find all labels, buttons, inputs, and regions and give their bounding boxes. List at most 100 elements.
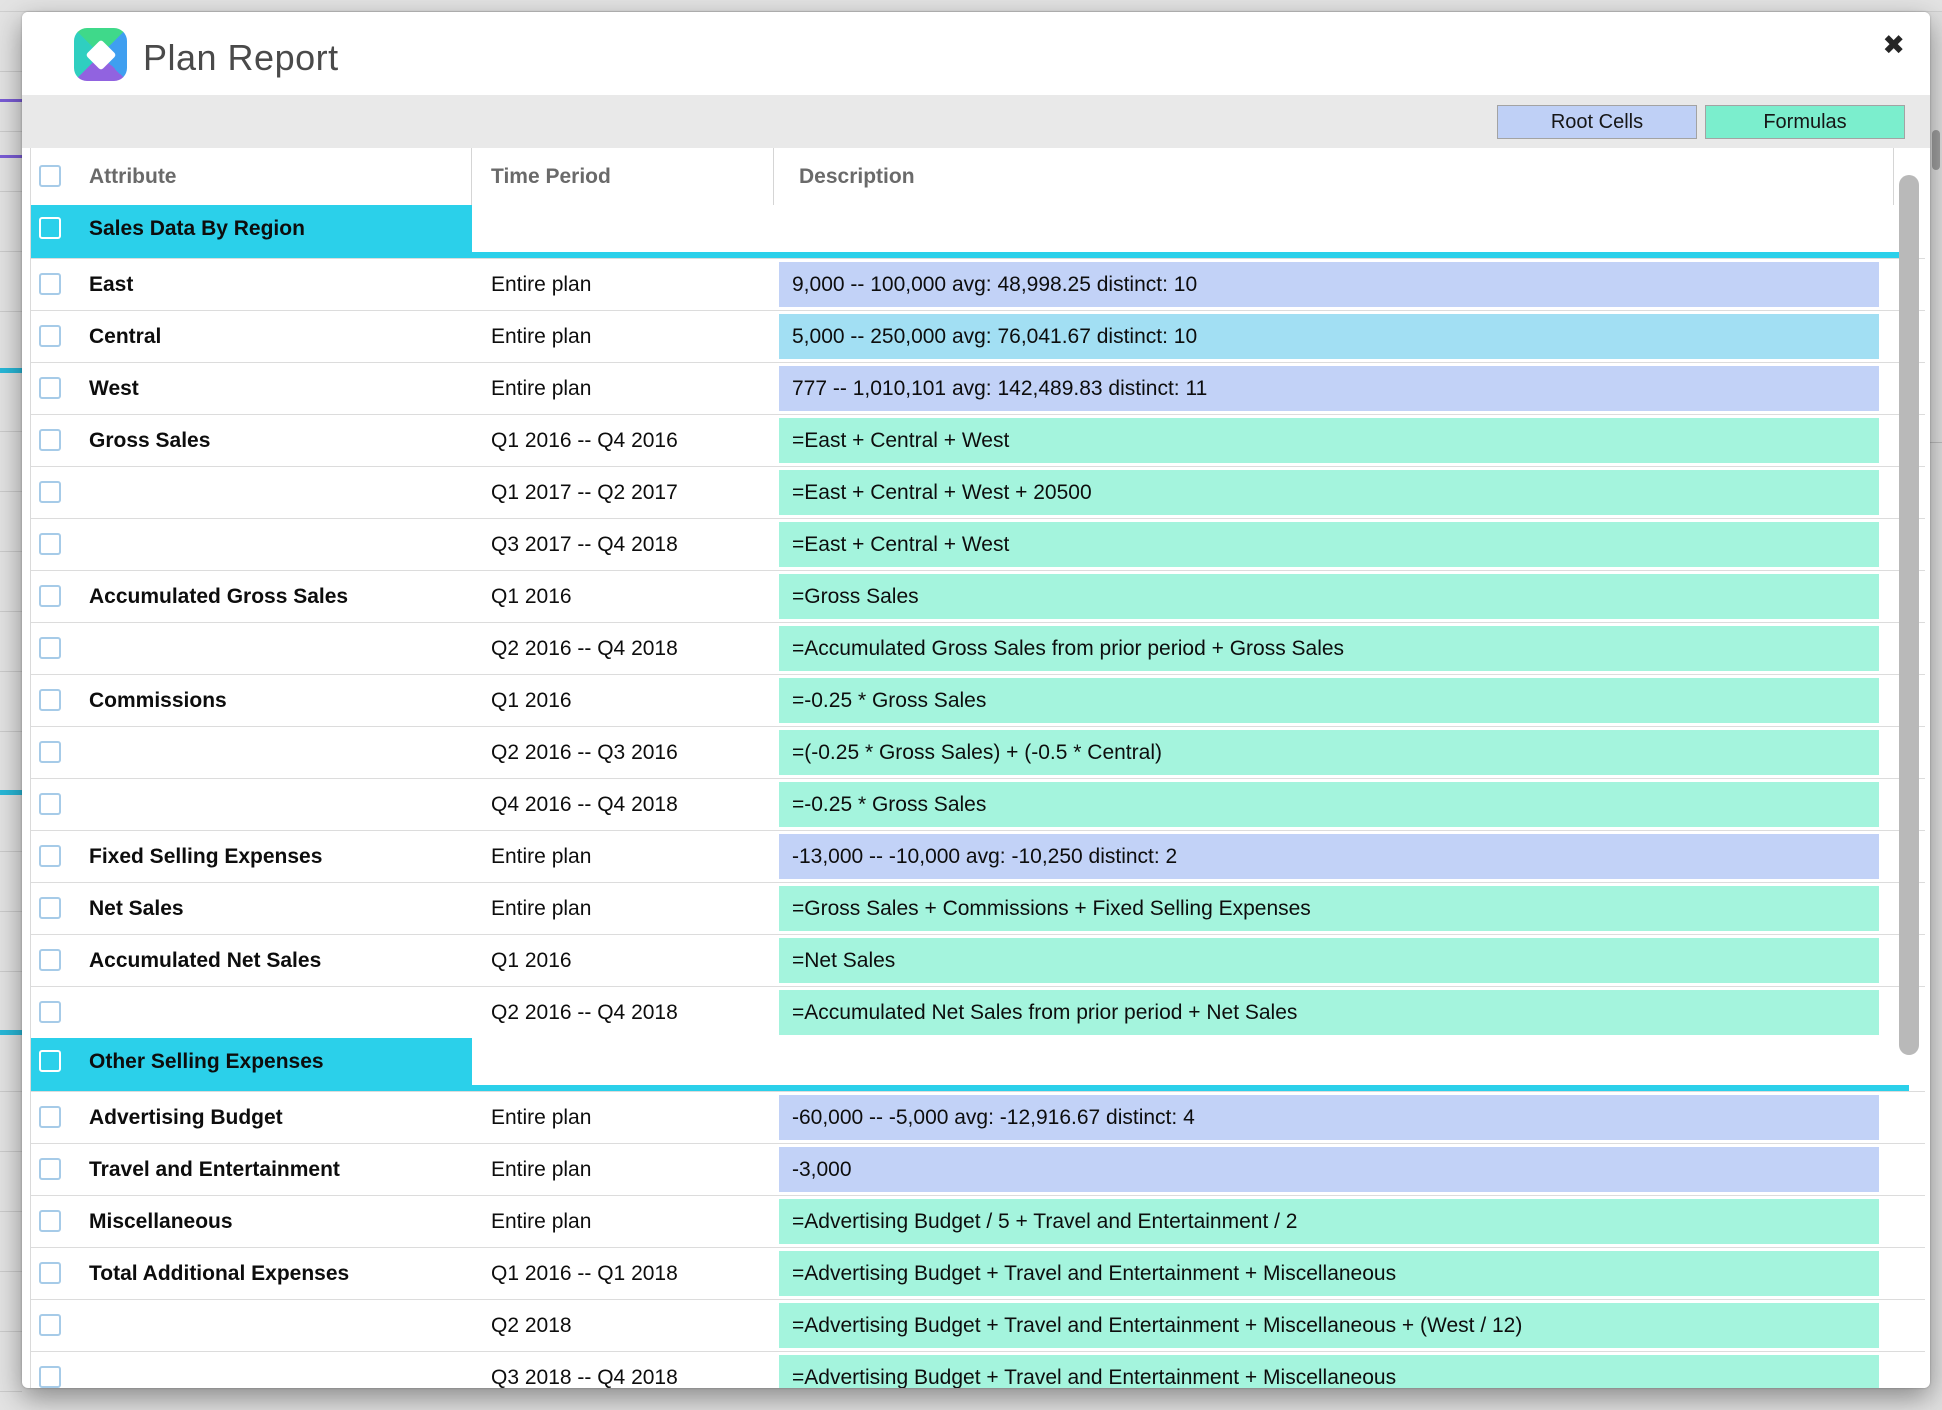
description-cell: =Net Sales (779, 938, 1879, 983)
table-row: Advertising Budget Entire plan -60,000 -… (31, 1091, 1925, 1143)
attribute-cell: Commissions (89, 689, 227, 712)
time-period-cell: Q3 2017 -- Q4 2018 (491, 533, 678, 556)
attribute-cell: Travel and Entertainment (89, 1158, 340, 1181)
background-divider (1930, 442, 1942, 443)
row-checkbox[interactable] (39, 1106, 61, 1128)
row-checkbox[interactable] (39, 429, 61, 451)
description-cell: =Accumulated Gross Sales from prior peri… (779, 626, 1879, 671)
table-row: Travel and Entertainment Entire plan -3,… (31, 1143, 1925, 1195)
table-row: East Entire plan 9,000 -- 100,000 avg: 4… (31, 258, 1925, 310)
row-checkbox[interactable] (39, 845, 61, 867)
description-cell: =East + Central + West (779, 418, 1879, 463)
row-checkbox[interactable] (39, 741, 61, 763)
section-highlight (31, 1038, 472, 1085)
time-period-cell: Entire plan (491, 325, 592, 348)
root-cells-button[interactable]: Root Cells (1497, 105, 1697, 139)
attribute-cell: Net Sales (89, 897, 184, 920)
dialog-titlebar: Plan Report ✖ (22, 12, 1930, 95)
table-body: Sales Data By Region East Entire plan 9,… (31, 205, 1925, 1388)
app-logo-icon (74, 28, 127, 81)
row-checkbox[interactable] (39, 481, 61, 503)
row-checkbox[interactable] (39, 533, 61, 555)
row-checkbox[interactable] (39, 585, 61, 607)
row-checkbox[interactable] (39, 1001, 61, 1023)
column-header-time-period: Time Period (491, 165, 611, 188)
table-row: Q3 2017 -- Q4 2018 =East + Central + Wes… (31, 518, 1925, 570)
background-scrollbar-thumb (1932, 130, 1940, 170)
section-title: Other Selling Expenses (89, 1050, 324, 1073)
time-period-cell: Q2 2018 (491, 1314, 572, 1337)
row-checkbox[interactable] (39, 1262, 61, 1284)
time-period-cell: Q1 2017 -- Q2 2017 (491, 481, 678, 504)
row-checkbox[interactable] (39, 1314, 61, 1336)
description-cell: =Accumulated Net Sales from prior period… (779, 990, 1879, 1035)
table-row: Q2 2016 -- Q4 2018 =Accumulated Net Sale… (31, 986, 1925, 1038)
description-cell: =Gross Sales + Commissions + Fixed Selli… (779, 886, 1879, 931)
table-row: Central Entire plan 5,000 -- 250,000 avg… (31, 310, 1925, 362)
row-checkbox[interactable] (39, 793, 61, 815)
row-checkbox[interactable] (39, 377, 61, 399)
section-checkbox[interactable] (39, 217, 61, 239)
description-cell: =-0.25 * Gross Sales (779, 678, 1879, 723)
row-checkbox[interactable] (39, 273, 61, 295)
table-row: Commissions Q1 2016 =-0.25 * Gross Sales (31, 674, 1925, 726)
row-checkbox[interactable] (39, 689, 61, 711)
table-row: Q2 2016 -- Q4 2018 =Accumulated Gross Sa… (31, 622, 1925, 674)
table-row: Net Sales Entire plan =Gross Sales + Com… (31, 882, 1925, 934)
description-cell: =East + Central + West + 20500 (779, 470, 1879, 515)
description-cell: =(-0.25 * Gross Sales) + (-0.5 * Central… (779, 730, 1879, 775)
background-top-seam (0, 11, 1942, 12)
row-checkbox[interactable] (39, 1158, 61, 1180)
time-period-cell: Q4 2016 -- Q4 2018 (491, 793, 678, 816)
attribute-cell: Miscellaneous (89, 1210, 233, 1233)
time-period-cell: Q1 2016 -- Q1 2018 (491, 1262, 678, 1285)
background-line (0, 368, 22, 373)
plan-report-table: Attribute Time Period Description Sales … (30, 148, 1925, 1388)
description-cell: -3,000 (779, 1147, 1879, 1192)
section-highlight (31, 205, 472, 252)
time-period-cell: Entire plan (491, 897, 592, 920)
description-cell: =Advertising Budget + Travel and Enterta… (779, 1251, 1879, 1296)
description-cell: 9,000 -- 100,000 avg: 48,998.25 distinct… (779, 262, 1879, 307)
vertical-scrollbar-thumb[interactable] (1899, 175, 1919, 1055)
column-header-description: Description (799, 165, 915, 188)
description-cell: =-0.25 * Gross Sales (779, 782, 1879, 827)
time-period-cell: Q2 2016 -- Q4 2018 (491, 637, 678, 660)
attribute-cell: Accumulated Net Sales (89, 949, 322, 972)
description-cell: -13,000 -- -10,000 avg: -10,250 distinct… (779, 834, 1879, 879)
section-underline (31, 1085, 1909, 1091)
dialog-title: Plan Report (143, 37, 339, 78)
time-period-cell: Q2 2016 -- Q3 2016 (491, 741, 678, 764)
table-row: Miscellaneous Entire plan =Advertising B… (31, 1195, 1925, 1247)
background-scrollbar-strip (1930, 12, 1942, 1410)
row-checkbox[interactable] (39, 1366, 61, 1388)
time-period-cell: Entire plan (491, 1158, 592, 1181)
description-cell: 777 -- 1,010,101 avg: 142,489.83 distinc… (779, 366, 1879, 411)
description-cell: =Advertising Budget + Travel and Enterta… (779, 1303, 1879, 1348)
close-icon[interactable]: ✖ (1882, 30, 1905, 60)
row-checkbox[interactable] (39, 1210, 61, 1232)
section-underline (31, 252, 1909, 258)
section-checkbox[interactable] (39, 1050, 61, 1072)
formulas-button[interactable]: Formulas (1705, 105, 1905, 139)
table-header-row: Attribute Time Period Description (31, 148, 1925, 206)
attribute-cell: Central (89, 325, 162, 348)
column-divider (471, 148, 472, 205)
select-all-checkbox[interactable] (39, 165, 61, 187)
table-row: Total Additional Expenses Q1 2016 -- Q1 … (31, 1247, 1925, 1299)
attribute-cell: Advertising Budget (89, 1106, 283, 1129)
table-row: Q4 2016 -- Q4 2018 =-0.25 * Gross Sales (31, 778, 1925, 830)
row-checkbox[interactable] (39, 325, 61, 347)
table-row: Q1 2017 -- Q2 2017 =East + Central + Wes… (31, 466, 1925, 518)
background-app-strip (0, 12, 22, 1410)
legend-toolbar: Root Cells Formulas (22, 95, 1930, 148)
row-checkbox[interactable] (39, 637, 61, 659)
row-checkbox[interactable] (39, 949, 61, 971)
vertical-scrollbar[interactable] (1897, 168, 1921, 1383)
description-cell: =East + Central + West (779, 522, 1879, 567)
attribute-cell: West (89, 377, 139, 400)
row-checkbox[interactable] (39, 897, 61, 919)
time-period-cell: Entire plan (491, 377, 592, 400)
table-row: Q2 2018 =Advertising Budget + Travel and… (31, 1299, 1925, 1351)
plan-report-dialog: Plan Report ✖ Root Cells Formulas Attrib… (22, 12, 1930, 1388)
